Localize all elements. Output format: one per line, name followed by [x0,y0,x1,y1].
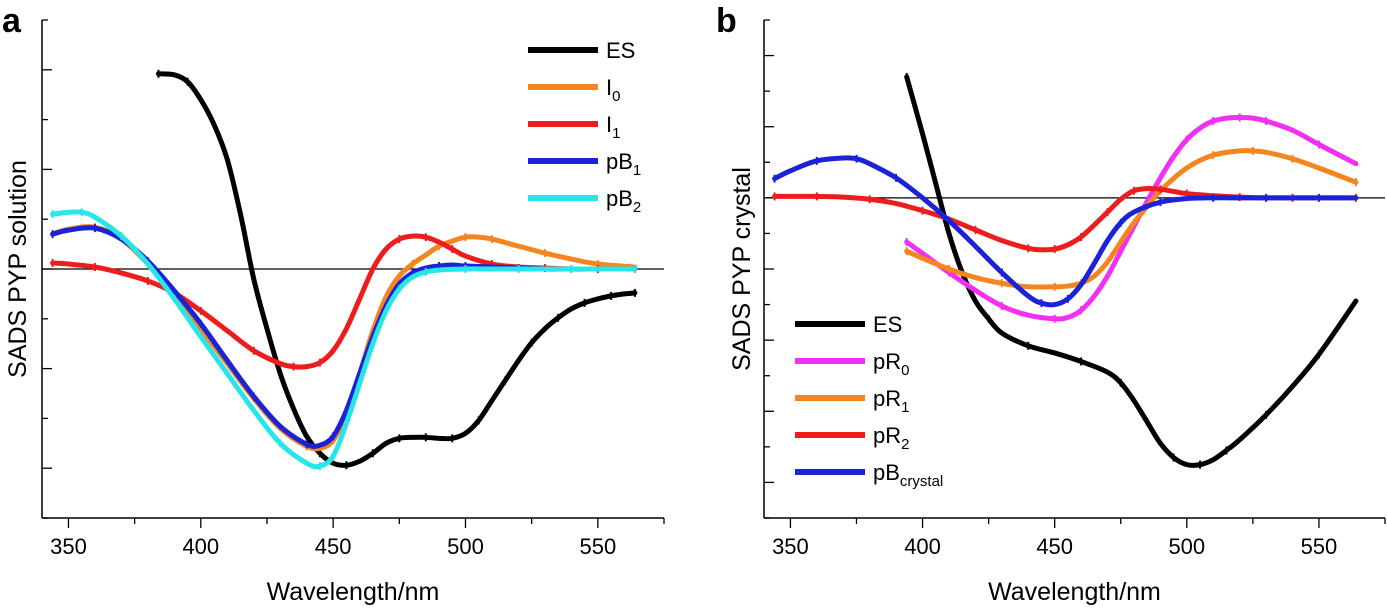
y-axis-title: SADS PYP solution [4,160,32,378]
legend-item-ES: ES [528,38,635,63]
legend-label-main: pR [873,423,901,448]
legend-label-sub: 2 [901,436,909,453]
legend-label-sub: 1 [901,399,909,416]
series-pB2 [50,208,638,471]
x-tick-label: 350 [50,534,87,559]
x-tick-label: 450 [1036,534,1073,559]
x-tick-label: 400 [904,534,941,559]
legend-label: I1 [606,112,620,142]
series-line-pB2 [50,209,638,470]
legend-item-I0: I0 [528,75,620,105]
legend-label-main: pR [873,386,901,411]
x-axis-title: Wavelength/nm [267,578,440,606]
legend-item-pR0: pR0 [795,349,909,379]
legend-label-sub: 0 [612,88,620,105]
legend-item-pBcrystal: pBcrystal [795,460,943,490]
panel-label-b: b [716,2,737,40]
legend-label-sub: crystal [900,473,943,490]
legend-label-main: I [606,112,612,137]
x-axis-title: Wavelength/nm [988,578,1161,606]
panel-b: b 350 400 450 500 550 Wavelength/nm SADS PYP cr… [716,2,1386,606]
x-tick-label: 450 [315,534,352,559]
series-ES [155,69,638,470]
legend-label: I0 [606,75,620,105]
legend-label-sub: 2 [633,199,641,216]
x-tick-label: 500 [447,534,484,559]
x-tick-label: 350 [772,534,809,559]
legend-item-pR2: pR2 [795,423,909,453]
legend-label: pB1 [606,149,641,179]
legend-label-sub: 1 [612,125,620,142]
x-tick-label: 550 [1301,534,1338,559]
series-pR1 [904,146,1359,291]
legend-label-main: pR [873,349,901,374]
legend-label: pR0 [873,349,909,379]
legend-item-ES: ES [795,312,902,337]
legend-label-main: ES [606,38,635,63]
series-pR0 [904,113,1359,323]
legend-label: pR1 [873,386,909,416]
series-line-pR0 [904,114,1359,322]
x-tick-label: 550 [579,534,616,559]
legend-label: ES [606,38,635,63]
x-tick-label: 500 [1168,534,1205,559]
legend-label-main: pB [606,186,633,211]
x-tick-label: 400 [182,534,219,559]
legend-label-main: pB [873,460,900,485]
legend-label: ES [873,312,902,337]
series-line-pR1 [904,148,1359,290]
legend-item-pR1: pR1 [795,386,909,416]
series-line-pBcrystal [772,155,1359,308]
legend-label-sub: 0 [901,362,909,379]
legend-item-pB1: pB1 [528,149,641,179]
legend-label: pBcrystal [873,460,943,490]
legend-item-I1: I1 [528,112,620,142]
legend-label-main: I [606,75,612,100]
y-axis-title: SADS PYP crystal [728,167,756,371]
panel-a: a 350 400 450 500 550 Wavelength/nm SADS PYP so… [2,2,665,606]
legend-label: pR2 [873,423,909,453]
series-pBcrystal [772,154,1359,308]
legend-label-main: ES [873,312,902,337]
series-ES [904,72,1359,469]
series-line-ES [904,74,1359,468]
legend-item-pB2: pB2 [528,186,641,216]
legend-label-main: pB [606,149,633,174]
legend-label-sub: 1 [633,162,641,179]
panel-label-a: a [2,2,22,40]
legend-label: pB2 [606,186,641,216]
